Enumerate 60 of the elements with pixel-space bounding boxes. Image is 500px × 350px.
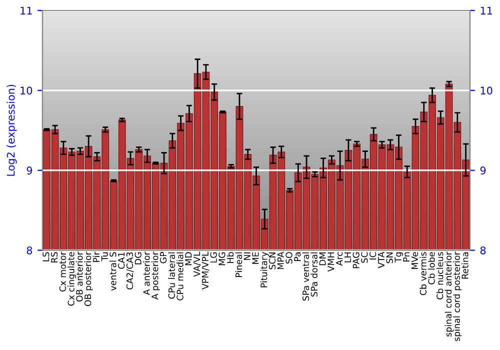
x-tick-label: Cx motor	[59, 252, 66, 292]
x-tick-label: DM	[319, 252, 326, 266]
y2-tick-label: 11	[480, 6, 492, 14]
x-tick-label: PAG	[352, 252, 360, 268]
x-tick-label: CA2/CA3	[126, 252, 134, 290]
x-tick-label: Cx cingulate	[68, 252, 76, 306]
x-tick-label: A anterior	[143, 252, 150, 296]
x-tick-label: VPM/VPL	[202, 252, 210, 290]
x-tick-label: MVe	[412, 252, 418, 270]
x-tick-label: spinal cord anterior	[444, 252, 454, 336]
x-tick-label: OB anterior	[76, 252, 83, 302]
x-tick-label: MPA	[277, 252, 284, 270]
x-tick-label: VTA	[378, 252, 384, 268]
x-tick-label: CPu lateral	[168, 252, 175, 299]
x-tick-label: IC	[370, 252, 376, 260]
x-tick-label: Tg	[394, 252, 403, 263]
x-tick-label: spinal cord posterior	[453, 252, 462, 342]
x-tick-label: Cb nucleus	[436, 252, 444, 300]
y-tick-label: 10	[20, 86, 32, 95]
x-tick-label: Cb vermis	[420, 252, 426, 296]
x-tick-label: Arc	[336, 252, 343, 266]
x-tick-label: MG	[218, 252, 226, 266]
x-tick-label: SN	[386, 252, 393, 264]
x-tick-label: Pa	[294, 252, 301, 262]
x-tick-label: RS	[50, 252, 58, 262]
x-tick-label: GP	[160, 252, 167, 264]
x-tick-label: Retina	[462, 252, 468, 279]
x-tick-label: Pir	[92, 252, 100, 262]
y-axis-title: Log2 (expression)	[6, 84, 17, 176]
x-tick-label: Cb lobe	[428, 252, 435, 284]
x-tick-label: NI	[244, 252, 250, 260]
x-tick-label: ME	[252, 252, 259, 264]
y-tick-label: 9	[26, 166, 32, 174]
x-tick-label: SO	[286, 252, 292, 264]
x-tick-label: LS	[42, 252, 50, 262]
x-tick-label: LH	[344, 252, 351, 262]
x-tick-label: Pn	[403, 252, 410, 262]
x-tick-label: VA/VL	[194, 252, 201, 277]
x-tick-label: SPa dorsal	[310, 252, 318, 296]
x-tick-label: DG	[134, 252, 142, 264]
x-tick-label: CA1	[118, 252, 125, 269]
x-tick-label: ventral S	[110, 252, 116, 291]
x-tick-label: VMH	[328, 252, 334, 272]
x-tick-label: Pineal	[235, 252, 242, 278]
y2-tick-label: 10	[480, 86, 492, 95]
x-tick-label: SCN	[268, 252, 276, 270]
y-tick-label: 11	[20, 6, 32, 14]
x-tick-label: Hb	[226, 252, 234, 263]
x-tick-label: SC	[361, 252, 368, 263]
x-tick-label: Tu	[101, 252, 108, 262]
x-tick-label: OB posterior	[84, 252, 93, 306]
y-tick-label: 8	[26, 246, 32, 254]
y2-tick-label: 9	[480, 166, 486, 174]
x-tick-label: LG	[210, 252, 217, 262]
y2-tick-label: 8	[480, 246, 486, 254]
x-tick-label: CPu medial	[176, 252, 184, 300]
x-tick-label: SPa ventral	[302, 252, 310, 301]
x-tick-label: Pituitary	[260, 252, 269, 288]
x-tick-label: MD	[185, 252, 192, 266]
x-tick-label: A posterior	[151, 252, 160, 300]
